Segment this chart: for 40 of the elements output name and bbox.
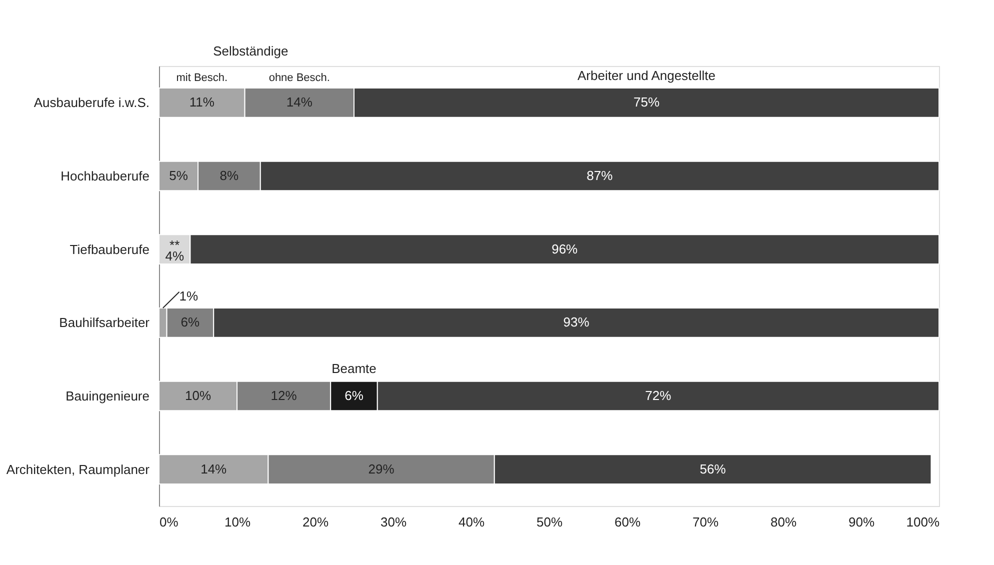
data-label: 5% [169,168,188,183]
data-label: 87% [586,168,614,183]
data-label: 1% [179,288,198,304]
x-tick-label: 20% [302,514,329,530]
y-tick-label: Bauingenieure [66,388,150,404]
x-tick-label: 80% [770,514,797,530]
data-label: 10% [184,388,212,403]
y-tick-label: Architekten, Raumplaner [6,462,150,477]
data-label: 14% [286,94,313,110]
y-tick-label: Ausbauberufe i.w.S. [34,95,150,110]
series-label: Beamte [332,361,376,376]
series-label: ohne Besch. [268,72,330,84]
data-label: 29% [368,461,395,476]
x-tick-label: 30% [380,514,407,530]
x-tick-label: 70% [692,514,719,530]
y-tick-label: Tiefbauberufe [70,242,150,257]
x-tick-label: 10% [224,514,251,530]
data-label: 93% [563,314,590,330]
data-label: 6% [180,314,200,330]
x-tick-label: 40% [458,514,485,530]
data-label: ** 4% [165,238,184,264]
text: Selbständige [213,44,288,59]
data-label: 56% [700,461,726,476]
x-tick-label: 90% [848,514,875,530]
x-tick-label: 60% [614,514,641,530]
y-tick-label: Hochbauberufe [60,168,150,184]
data-label: 12% [270,388,298,403]
data-label: 72% [645,388,672,403]
x-tick-label: 50% [536,514,563,530]
data-label: 75% [633,94,660,110]
data-label: 8% [220,168,240,183]
x-tick-label: 100% [906,514,940,530]
y-tick-label: Bauhilfsarbeiter [59,315,150,330]
data-label: 11% [189,94,215,110]
data-label: 6% [344,388,364,403]
series-label: mit Besch. [176,72,228,84]
data-label: 14% [200,461,228,476]
data-label: 96% [552,241,578,256]
series-label: Arbeiter und Angestellte [577,68,716,83]
x-tick-label: 0% [160,514,179,530]
